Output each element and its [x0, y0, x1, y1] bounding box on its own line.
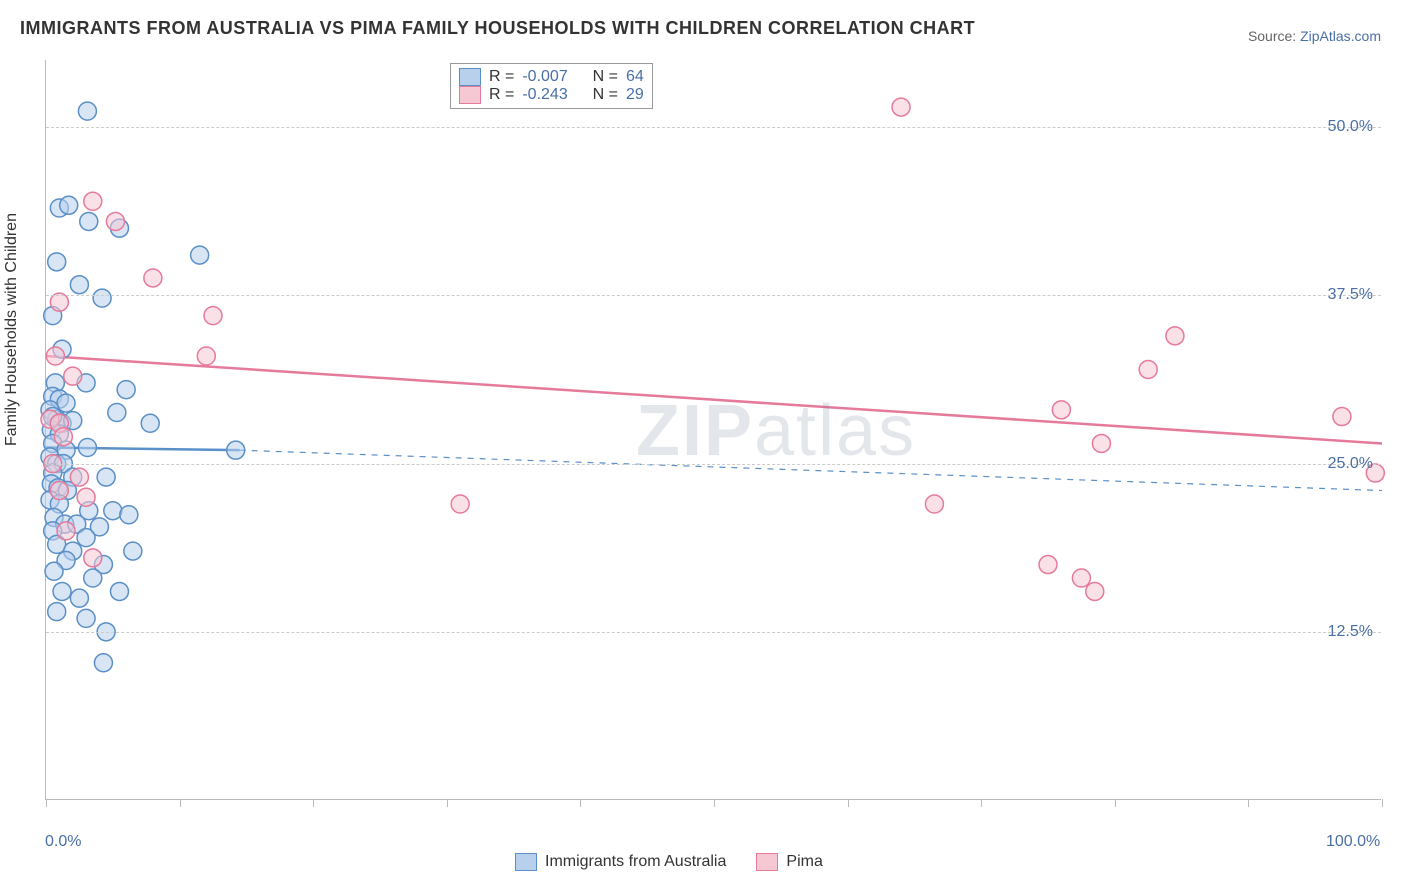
y-tick-label: 50.0%: [1328, 118, 1373, 136]
scatter-point: [1092, 434, 1110, 452]
x-tick-mark: [180, 799, 181, 807]
scatter-point: [48, 603, 66, 621]
source-caption: Source: ZipAtlas.com: [1248, 28, 1381, 44]
source-label: Source:: [1248, 28, 1300, 44]
legend-swatch: [515, 853, 537, 871]
x-tick-mark: [46, 799, 47, 807]
x-tick-mark: [313, 799, 314, 807]
scatter-point: [77, 488, 95, 506]
r-label: R =: [489, 68, 514, 86]
legend-stat-row: R = -0.007 N = 64: [459, 68, 644, 86]
scatter-point: [93, 289, 111, 307]
n-label: N =: [593, 86, 618, 104]
scatter-point: [106, 212, 124, 230]
legend-stats: R = -0.007 N = 64 R = -0.243 N = 29: [450, 63, 653, 109]
scatter-point: [46, 347, 64, 365]
source-link[interactable]: ZipAtlas.com: [1300, 28, 1381, 44]
scatter-plot-svg: [46, 60, 1381, 799]
x-tick-mark: [848, 799, 849, 807]
scatter-point: [144, 269, 162, 287]
x-tick-mark: [981, 799, 982, 807]
scatter-point: [124, 542, 142, 560]
gridline-horizontal: [46, 464, 1381, 465]
scatter-point: [1333, 408, 1351, 426]
legend-series-label: Immigrants from Australia: [545, 853, 726, 871]
legend-swatch: [756, 853, 778, 871]
scatter-point: [117, 381, 135, 399]
legend-stat-row: R = -0.243 N = 29: [459, 86, 644, 104]
r-value: -0.007: [522, 68, 567, 86]
scatter-point: [84, 192, 102, 210]
scatter-point: [80, 212, 98, 230]
legend-swatch: [459, 86, 481, 104]
scatter-point: [84, 549, 102, 567]
gridline-horizontal: [46, 632, 1381, 633]
scatter-point: [227, 441, 245, 459]
scatter-point: [1086, 582, 1104, 600]
scatter-point: [70, 468, 88, 486]
scatter-point: [57, 522, 75, 540]
gridline-horizontal: [46, 295, 1381, 296]
scatter-point: [97, 468, 115, 486]
scatter-point: [50, 482, 68, 500]
trend-line-dashed: [240, 450, 1382, 490]
scatter-point: [77, 609, 95, 627]
scatter-point: [54, 428, 72, 446]
scatter-point: [1052, 401, 1070, 419]
x-axis-min-label: 0.0%: [45, 833, 81, 851]
x-axis-max-label: 100.0%: [1326, 833, 1380, 851]
scatter-point: [108, 404, 126, 422]
scatter-point: [70, 276, 88, 294]
y-tick-label: 37.5%: [1328, 286, 1373, 304]
x-tick-mark: [1115, 799, 1116, 807]
scatter-point: [1039, 556, 1057, 574]
legend-swatch: [459, 68, 481, 86]
scatter-point: [70, 589, 88, 607]
x-tick-mark: [1382, 799, 1383, 807]
scatter-point: [104, 502, 122, 520]
scatter-point: [94, 654, 112, 672]
scatter-point: [84, 569, 102, 587]
scatter-point: [48, 253, 66, 271]
scatter-point: [141, 414, 159, 432]
scatter-point: [110, 582, 128, 600]
legend-series-label: Pima: [786, 853, 822, 871]
scatter-point: [1072, 569, 1090, 587]
legend-series-item: Pima: [756, 853, 822, 871]
scatter-point: [60, 196, 78, 214]
y-tick-label: 12.5%: [1328, 623, 1373, 641]
r-label: R =: [489, 86, 514, 104]
r-value: -0.243: [522, 86, 567, 104]
scatter-point: [78, 438, 96, 456]
gridline-horizontal: [46, 127, 1381, 128]
x-tick-mark: [714, 799, 715, 807]
n-value: 29: [626, 86, 644, 104]
scatter-point: [1166, 327, 1184, 345]
n-label: N =: [593, 68, 618, 86]
x-tick-mark: [580, 799, 581, 807]
trend-line: [46, 356, 1382, 443]
x-tick-mark: [447, 799, 448, 807]
scatter-point: [120, 506, 138, 524]
scatter-point: [204, 307, 222, 325]
scatter-point: [451, 495, 469, 513]
scatter-point: [197, 347, 215, 365]
scatter-point: [892, 98, 910, 116]
y-tick-label: 25.0%: [1328, 455, 1373, 473]
scatter-point: [1139, 360, 1157, 378]
page-title: IMMIGRANTS FROM AUSTRALIA VS PIMA FAMILY…: [20, 18, 975, 39]
scatter-point: [191, 246, 209, 264]
x-tick-mark: [1248, 799, 1249, 807]
scatter-point: [77, 529, 95, 547]
scatter-point: [78, 102, 96, 120]
legend-series: Immigrants from Australia Pima: [515, 853, 823, 871]
chart-area: ZIPatlas 12.5%25.0%37.5%50.0%: [45, 60, 1381, 800]
y-axis-title: Family Households with Children: [3, 213, 21, 446]
n-value: 64: [626, 68, 644, 86]
scatter-point: [64, 367, 82, 385]
scatter-point: [53, 582, 71, 600]
scatter-point: [925, 495, 943, 513]
scatter-point: [45, 562, 63, 580]
legend-series-item: Immigrants from Australia: [515, 853, 726, 871]
